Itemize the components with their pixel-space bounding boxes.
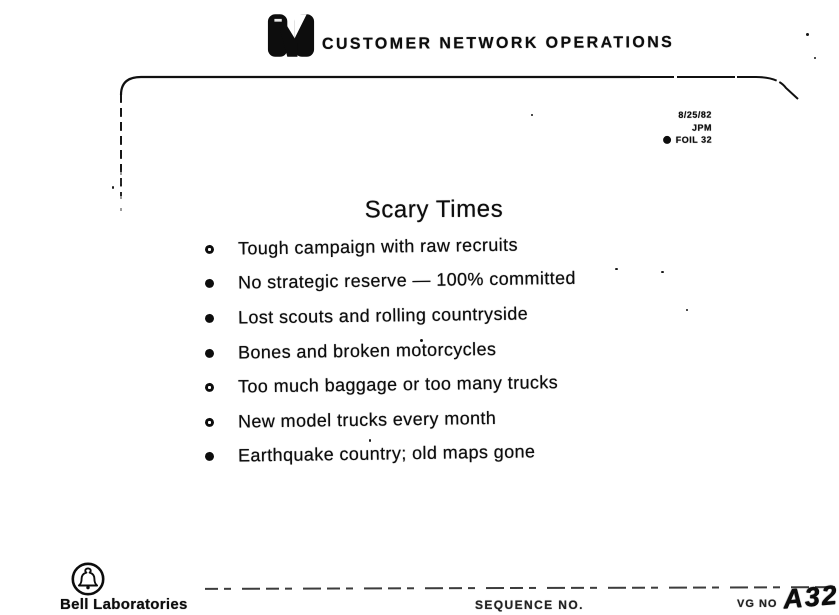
- bullet-text: Too much baggage or too many trucks: [237, 372, 559, 397]
- page-header: CUSTOMER NETWORK OPERATIONS: [267, 13, 674, 58]
- bullet-item: Too much baggage or too many trucks: [204, 369, 765, 398]
- bullet-item: Earthquake country; old maps gone: [204, 438, 765, 467]
- bullet-dot-icon: [204, 417, 215, 427]
- cno-logo-icon: [267, 14, 315, 57]
- scan-speck: [806, 33, 809, 36]
- bullet-item: No strategic reserve — 100% committed: [204, 265, 765, 294]
- scan-speck: [814, 57, 816, 59]
- bullet-dot-icon: [204, 451, 215, 461]
- bullet-item: Tough campaign with raw recruits: [204, 231, 765, 260]
- bullet-text: Bones and broken motorcycles: [237, 338, 497, 363]
- bullet-item: New model trucks every month: [204, 404, 765, 433]
- bullet-dot-icon: [204, 348, 215, 358]
- bullet-dot-icon: [204, 278, 215, 288]
- foil-date: 8/25/82: [678, 109, 712, 120]
- bullet-item: Bones and broken motorcycles: [204, 335, 765, 364]
- foil-number: FOIL 32: [675, 134, 713, 145]
- sequence-label: SEQUENCE NO.: [475, 598, 584, 612]
- scan-speck: [686, 309, 688, 311]
- bullet-dot-icon: [204, 313, 215, 323]
- vg-number-label: VG NO: [737, 598, 778, 610]
- bullet-item: Lost scouts and rolling countryside: [204, 300, 765, 329]
- bullet-text: New model trucks every month: [237, 407, 497, 432]
- sequence-rule: [204, 586, 836, 590]
- scan-speck: [615, 268, 618, 270]
- slide-title: Scary Times: [364, 195, 504, 224]
- bullet-text: Tough campaign with raw recruits: [237, 234, 519, 259]
- bullet-text: Lost scouts and rolling countryside: [237, 303, 529, 328]
- scan-speck: [661, 271, 664, 273]
- foil-bullet-icon: [662, 136, 671, 145]
- scan-speck: [420, 339, 423, 342]
- bell-logo-icon: [71, 562, 105, 596]
- org-name: Bell Laboratories: [60, 596, 188, 613]
- bullet-dot-icon: [204, 382, 215, 392]
- vg-number-handwritten: A32: [781, 579, 839, 615]
- foil-initials: JPM: [691, 122, 713, 133]
- foil-meta: 8/25/82 JPM FOIL 32: [598, 109, 712, 147]
- scan-speck: [112, 186, 114, 189]
- bullet-text: No strategic reserve — 100% committed: [237, 267, 577, 293]
- header-title: CUSTOMER NETWORK OPERATIONS: [321, 33, 675, 53]
- bullet-dot-icon: [204, 244, 215, 254]
- scan-speck: [369, 439, 371, 442]
- bullet-text: Earthquake country; old maps gone: [237, 441, 536, 466]
- scan-speck: [531, 114, 533, 116]
